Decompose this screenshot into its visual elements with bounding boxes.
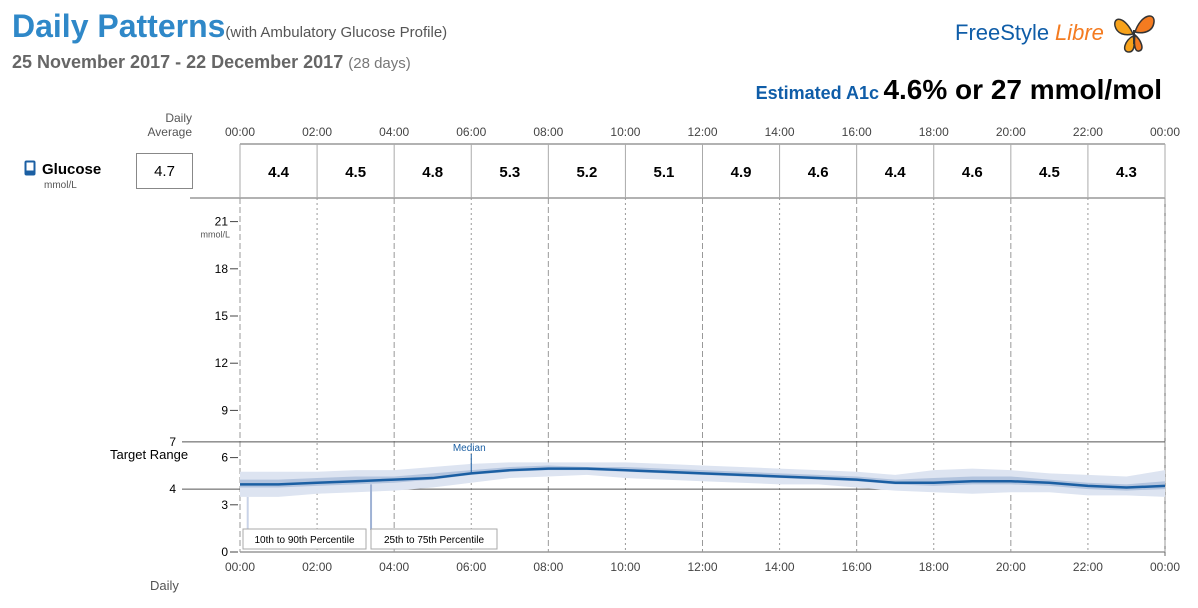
median-label: Median: [453, 443, 486, 454]
period-value: 4.8: [422, 164, 443, 181]
x-tick-label-bottom: 18:00: [919, 560, 949, 574]
x-tick-label-top: 06:00: [456, 125, 486, 139]
chart-grid: [182, 143, 1166, 556]
title-suffix: (with Ambulatory Glucose Profile): [225, 24, 448, 41]
x-tick-label-top: 10:00: [610, 125, 640, 139]
target-upper-tick-label: 7: [169, 435, 176, 449]
butterfly-icon: [1114, 15, 1155, 53]
y-tick-label: 9: [221, 403, 228, 417]
x-tick-label-top: 08:00: [533, 125, 563, 139]
glucose-unit: mmol/L: [44, 180, 77, 191]
daily-bottom-label: Daily: [150, 578, 179, 593]
x-tick-label-top: 00:00: [225, 125, 255, 139]
x-tick-label-top: 00:00: [1150, 125, 1180, 139]
x-tick-label-bottom: 06:00: [456, 560, 486, 574]
period-value: 5.1: [654, 164, 675, 181]
y-tick-label: 6: [221, 451, 228, 465]
logo-libre-text: Libre: [1055, 20, 1104, 45]
a1c-value: 4.6% or 27 mmol/mol: [883, 74, 1162, 105]
period-value: 4.4: [885, 164, 907, 181]
y-axis-unit: mmol/L: [200, 230, 230, 240]
glucose-row-label: Glucose: [24, 160, 101, 179]
y-tick-label: 12: [215, 356, 229, 370]
period-value: 4.5: [345, 164, 366, 181]
y-tick-label: 21: [215, 215, 229, 229]
x-tick-label-top: 20:00: [996, 125, 1026, 139]
x-tick-label-bottom: 00:00: [225, 560, 255, 574]
legend-25-75-label: 25th to 75th Percentile: [384, 535, 485, 546]
median-line: [240, 467, 1166, 489]
x-tick-label-top: 12:00: [687, 125, 717, 139]
x-axis-ticks: 00:00 00:00 02:00 02:00 04:00 04:00 06:00 06:00…: [225, 125, 1180, 574]
date-range-text: 25 November 2017 - 22 December 2017: [12, 52, 344, 72]
period-value: 5.2: [576, 164, 597, 181]
x-tick-label-bottom: 10:00: [610, 560, 640, 574]
x-tick-label-top: 16:00: [842, 125, 872, 139]
x-tick-label-bottom: 08:00: [533, 560, 563, 574]
target-lower-tick-label: 4: [169, 482, 176, 496]
freestyle-libre-logo: FreeStyle Libre: [955, 8, 1160, 56]
y-tick-label: 0: [221, 545, 228, 559]
legend-10-90-label: 10th to 90th Percentile: [254, 535, 355, 546]
x-tick-label-bottom: 02:00: [302, 560, 332, 574]
period-value: 4.6: [962, 164, 983, 181]
title-text: Daily Patterns: [12, 8, 226, 44]
logo-freestyle-text: FreeStyle: [955, 20, 1050, 45]
x-tick-label-bottom: 12:00: [687, 560, 717, 574]
a1c-label: Estimated A1c: [755, 83, 879, 103]
legend-box-25-75: [370, 528, 498, 550]
x-tick-label-top: 14:00: [765, 125, 795, 139]
daily-average-value: 4.7: [136, 153, 193, 189]
period-value: 4.9: [731, 164, 752, 181]
x-tick-label-bottom: 22:00: [1073, 560, 1103, 574]
period-value: 4.6: [808, 164, 829, 181]
x-tick-label-bottom: 20:00: [996, 560, 1026, 574]
x-tick-label-top: 18:00: [919, 125, 949, 139]
x-tick-label-top: 22:00: [1073, 125, 1103, 139]
chart-legend: Median 10th to 90th Percentile 25th to 75t…: [242, 443, 498, 550]
x-tick-label-bottom: 00:00: [1150, 560, 1180, 574]
y-tick-label: 18: [215, 262, 229, 276]
x-tick-label-bottom: 04:00: [379, 560, 409, 574]
period-value: 5.3: [499, 164, 520, 181]
glucose-sensor-icon: [24, 160, 36, 176]
period-value: 4.3: [1116, 164, 1137, 181]
legend-box-10-90: [242, 528, 367, 550]
x-tick-label-top: 02:00: [302, 125, 332, 139]
target-range-label: Target Range: [110, 447, 189, 462]
day-count: (28 days): [348, 55, 411, 72]
y-tick-label: 3: [221, 498, 228, 512]
page-title: Daily Patterns(with Ambulatory Glucose P…: [12, 8, 447, 45]
median-series: [240, 467, 1166, 489]
x-tick-label-bottom: 14:00: [765, 560, 795, 574]
y-tick-label: 15: [215, 309, 229, 323]
x-tick-label-top: 04:00: [379, 125, 409, 139]
period-value: 4.4: [268, 164, 290, 181]
period-values-row: 4.4 4.5 4.8 5.3 5.2 5.1 4.9 4.6 4.4 4.6 4.5 4.3: [268, 164, 1137, 181]
period-value: 4.5: [1039, 164, 1060, 181]
x-tick-label-bottom: 16:00: [842, 560, 872, 574]
daily-average-heading: Daily Average: [147, 111, 192, 139]
date-range: 25 November 2017 - 22 December 2017 (28 …: [12, 52, 411, 73]
glucose-label: Glucose: [42, 161, 102, 178]
estimated-a1c: Estimated A1c 4.6% or 27 mmol/mol: [756, 74, 1162, 106]
